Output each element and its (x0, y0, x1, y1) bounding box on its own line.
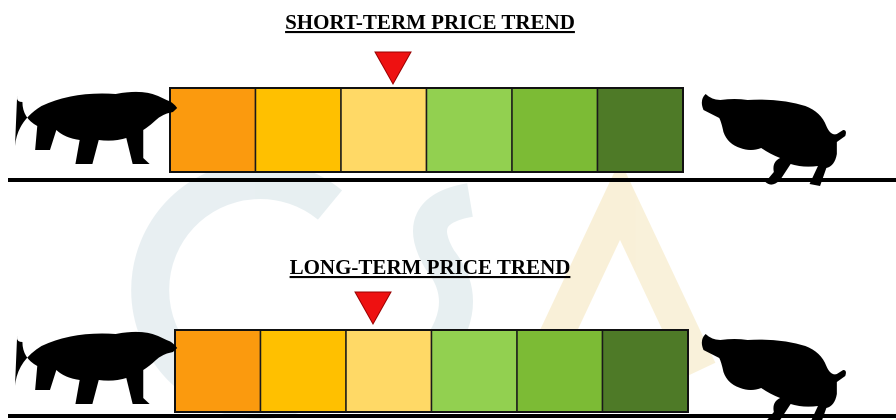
panel-title: LONG-TERM PRICE TREND (290, 255, 571, 279)
bar-border (174, 329, 689, 413)
trend-segment (425, 87, 513, 173)
bear-icon (15, 331, 178, 404)
bull-icon (701, 94, 846, 186)
divider-line (8, 414, 896, 418)
panel: SHORT-TERM PRICE TREND (8, 10, 896, 186)
trend-segment (340, 87, 428, 173)
trend-segment (259, 329, 347, 413)
divider-line (8, 178, 896, 182)
panel: LONG-TERM PRICE TREND (8, 255, 896, 420)
bar-border (169, 87, 684, 173)
trend-segment (345, 329, 433, 413)
trend-segment (169, 87, 257, 173)
trend-segment (511, 87, 599, 173)
trend-segment (430, 329, 518, 413)
trend-segment (174, 329, 262, 413)
bull-icon (701, 334, 846, 420)
trend-marker (374, 51, 412, 86)
trend-segment (516, 329, 604, 413)
trend-segment (596, 87, 684, 173)
trend-segment (254, 87, 342, 173)
bear-icon (15, 91, 178, 164)
trend-marker (354, 291, 392, 326)
trend-segment (601, 329, 689, 413)
panel-title: SHORT-TERM PRICE TREND (285, 10, 575, 34)
